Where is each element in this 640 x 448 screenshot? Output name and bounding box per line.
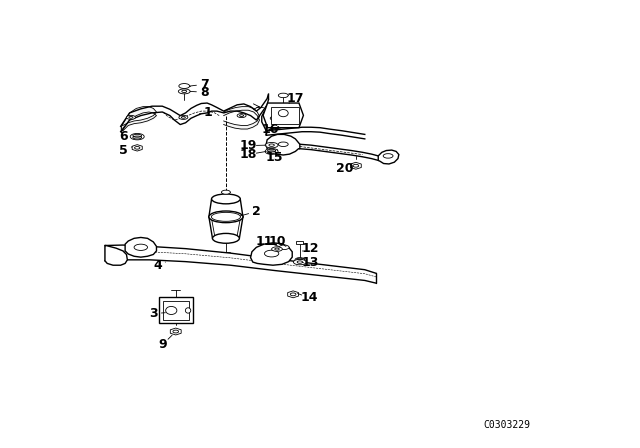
Text: 10: 10	[269, 234, 286, 248]
Polygon shape	[351, 162, 361, 169]
Ellipse shape	[269, 144, 275, 146]
Ellipse shape	[237, 113, 246, 117]
Text: 7: 7	[200, 78, 209, 91]
Bar	[159, 297, 193, 323]
Polygon shape	[105, 246, 127, 265]
Ellipse shape	[264, 250, 279, 257]
Polygon shape	[125, 237, 156, 257]
Ellipse shape	[179, 115, 188, 120]
Text: 3: 3	[149, 307, 157, 320]
Ellipse shape	[134, 146, 140, 149]
Text: 6: 6	[120, 130, 128, 143]
Ellipse shape	[271, 247, 282, 251]
Ellipse shape	[278, 93, 288, 98]
Ellipse shape	[166, 306, 177, 314]
Text: 18: 18	[239, 148, 257, 161]
Text: 5: 5	[120, 143, 128, 157]
Ellipse shape	[212, 194, 240, 204]
Text: 14: 14	[301, 291, 318, 305]
Ellipse shape	[209, 211, 243, 223]
Ellipse shape	[181, 116, 186, 118]
Ellipse shape	[265, 142, 278, 148]
Bar	[296, 241, 303, 244]
Polygon shape	[266, 134, 300, 155]
Ellipse shape	[179, 89, 190, 94]
Text: 4: 4	[154, 258, 162, 272]
Ellipse shape	[275, 248, 279, 250]
Ellipse shape	[270, 116, 280, 121]
Text: 13: 13	[301, 255, 319, 269]
Polygon shape	[262, 107, 288, 135]
Ellipse shape	[239, 115, 244, 116]
Ellipse shape	[353, 164, 358, 167]
Polygon shape	[170, 328, 181, 335]
Bar	[271, 107, 299, 124]
Bar	[163, 301, 189, 320]
Ellipse shape	[278, 142, 288, 146]
Text: 1: 1	[204, 106, 212, 120]
Text: 15: 15	[266, 151, 283, 164]
Text: C0303229: C0303229	[484, 420, 531, 430]
Ellipse shape	[295, 258, 305, 262]
Text: 19: 19	[239, 139, 257, 152]
Ellipse shape	[293, 259, 307, 265]
Text: 2: 2	[252, 205, 260, 218]
Polygon shape	[378, 150, 399, 164]
Text: 17: 17	[287, 92, 304, 105]
Ellipse shape	[173, 330, 179, 333]
Ellipse shape	[127, 115, 136, 120]
Ellipse shape	[297, 261, 303, 263]
Ellipse shape	[129, 116, 133, 118]
Ellipse shape	[134, 244, 147, 250]
Ellipse shape	[221, 190, 230, 194]
Ellipse shape	[265, 148, 278, 155]
Ellipse shape	[291, 293, 296, 296]
Text: 9: 9	[158, 338, 166, 352]
Text: 12: 12	[301, 242, 319, 255]
Polygon shape	[250, 243, 292, 265]
Ellipse shape	[279, 245, 289, 250]
Ellipse shape	[278, 110, 288, 117]
Text: 11: 11	[255, 234, 273, 248]
Text: 16: 16	[261, 123, 278, 137]
Polygon shape	[263, 103, 303, 128]
Polygon shape	[288, 291, 298, 298]
Polygon shape	[132, 145, 142, 151]
Text: 20: 20	[336, 161, 353, 175]
Text: 8: 8	[200, 86, 209, 99]
Ellipse shape	[130, 134, 144, 140]
Ellipse shape	[383, 154, 393, 158]
Ellipse shape	[182, 90, 187, 92]
Ellipse shape	[179, 83, 189, 88]
Ellipse shape	[186, 308, 191, 313]
Ellipse shape	[212, 233, 239, 243]
